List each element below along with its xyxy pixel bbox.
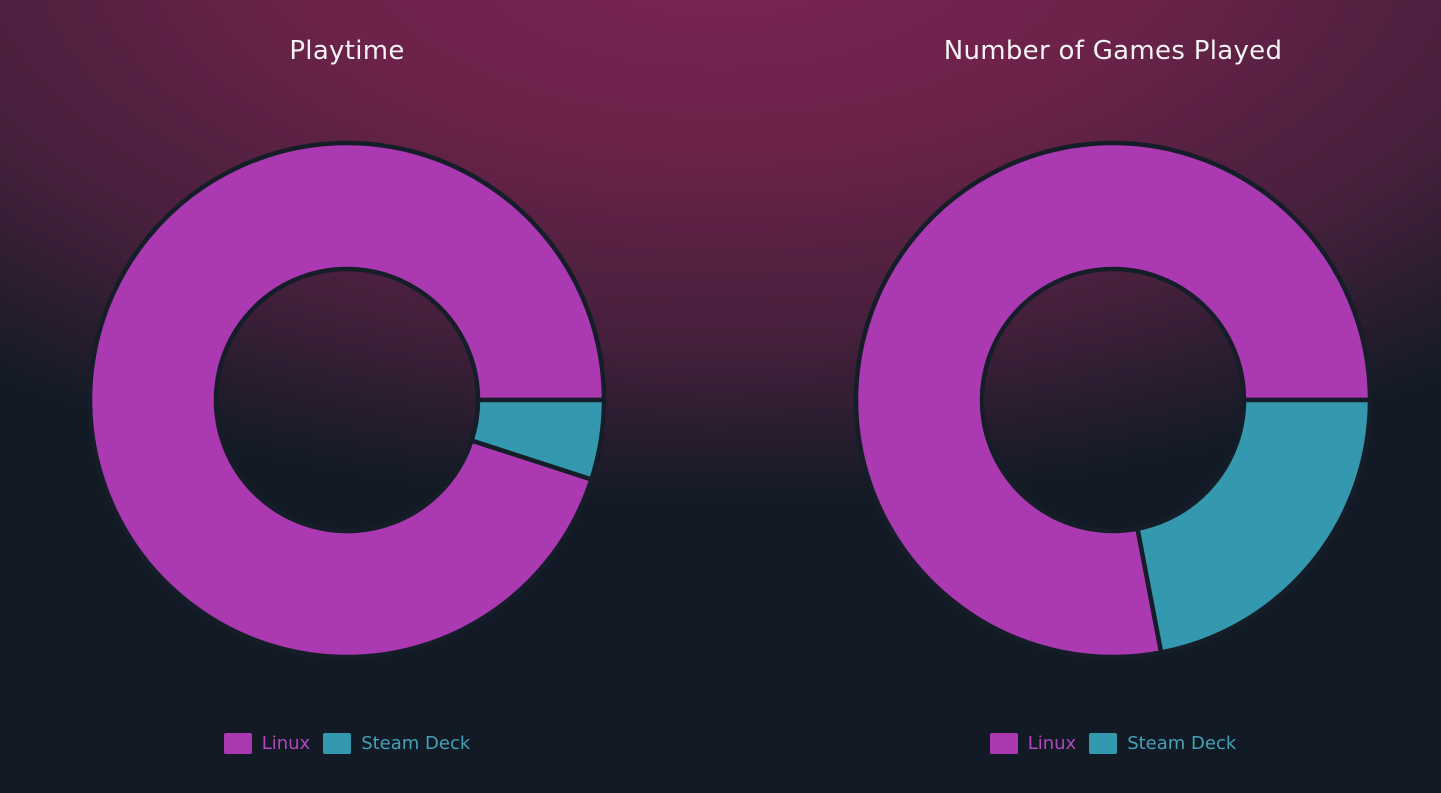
legend-item-linux: Linux xyxy=(989,732,1077,754)
legend-swatch-linux xyxy=(989,732,1018,754)
donut-slice-steam-deck xyxy=(469,397,607,482)
legend-item-steam-deck: Steam Deck xyxy=(1089,732,1237,754)
donut-slice-steam-deck xyxy=(1135,397,1373,655)
chart-panel-games-played: Number of Games Played Linux Steam Deck xyxy=(853,0,1373,793)
legend-label-steam-deck: Steam Deck xyxy=(1127,732,1237,754)
donut-chart-games-played xyxy=(853,140,1373,660)
chart-legend: Linux Steam Deck xyxy=(853,729,1373,757)
legend-item-steam-deck: Steam Deck xyxy=(323,732,471,754)
legend-label-steam-deck: Steam Deck xyxy=(361,732,471,754)
legend-swatch-steam-deck xyxy=(323,732,352,754)
chart-title-games-played: Number of Games Played xyxy=(943,36,1283,66)
legend-label-linux: Linux xyxy=(261,732,311,754)
donut-chart-playtime xyxy=(87,140,607,660)
legend-swatch-linux xyxy=(223,732,252,754)
chart-legend: Linux Steam Deck xyxy=(87,729,607,757)
donut-slice-linux xyxy=(853,140,1373,660)
legend-label-linux: Linux xyxy=(1027,732,1077,754)
chart-title-playtime: Playtime xyxy=(289,36,405,66)
legend-item-linux: Linux xyxy=(223,732,311,754)
legend-swatch-steam-deck xyxy=(1089,732,1118,754)
chart-panel-playtime: Playtime Linux Steam Deck xyxy=(87,0,607,793)
donut-slice-linux xyxy=(87,140,607,660)
